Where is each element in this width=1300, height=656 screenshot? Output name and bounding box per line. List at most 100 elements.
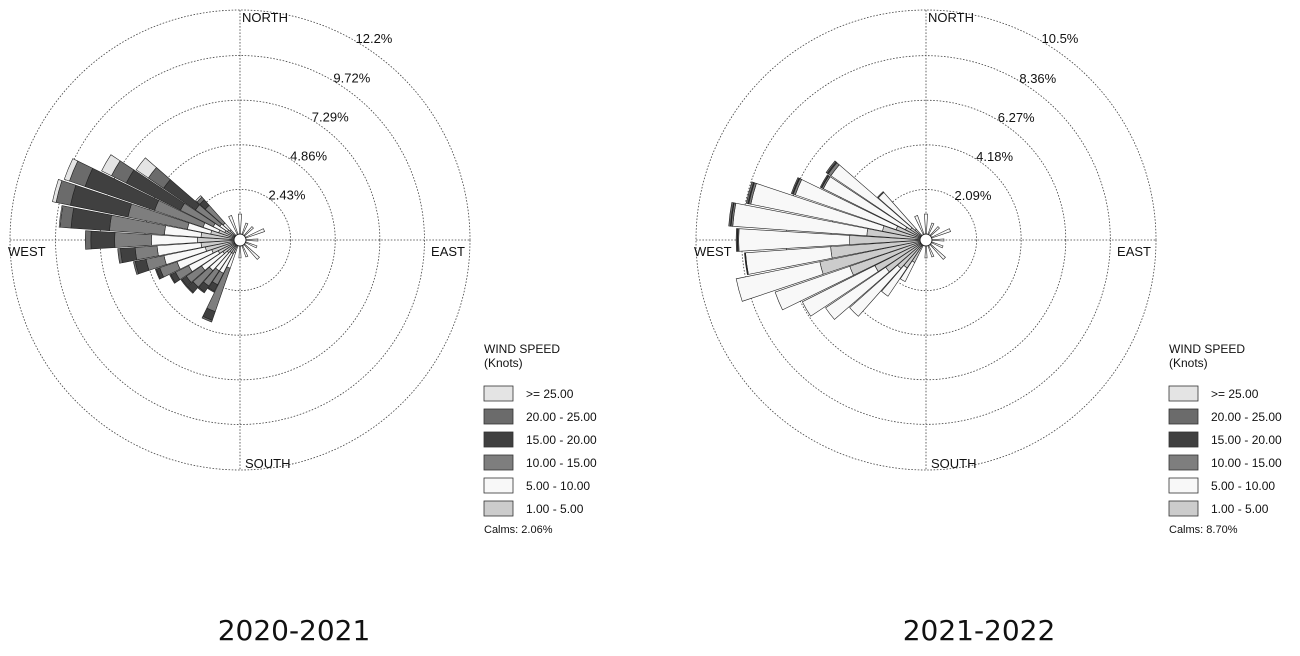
calm-circle	[233, 233, 247, 247]
compass-east-label: EAST	[1117, 244, 1151, 259]
legend-swatch-6	[1168, 500, 1199, 517]
petal-285-5	[52, 179, 63, 203]
ring-label-5: 12.2%	[356, 31, 393, 46]
light-petal-180	[924, 245, 928, 259]
petal-262.5-3	[120, 247, 138, 264]
ring-5	[9, 9, 471, 471]
compass-east-label: EAST	[431, 244, 465, 259]
ring-label-4: 9.72%	[333, 71, 370, 86]
ring-label-4: 8.36%	[1019, 71, 1056, 86]
petal-277.5-5	[58, 205, 64, 228]
wind-rose-1: 2.43% 4.86% 7.29% 9.72% 12.2% NORTH SOUTH WEST E…	[8, 9, 597, 536]
petal-247.5-4	[154, 268, 161, 280]
legend-subtitle: (Knots)	[1169, 356, 1208, 370]
ring-1	[875, 189, 977, 291]
legend-swatch-1	[1168, 385, 1199, 402]
compass-south-label: SOUTH	[931, 456, 977, 471]
wind-rose-2: 2.09% 4.18% 6.27% 8.36% 10.5% NORTH SOUTH WEST E…	[694, 9, 1282, 536]
petal-270-4	[84, 230, 92, 250]
legend-swatch-3	[1168, 431, 1199, 448]
calms-label: Calms: 8.70%	[1169, 524, 1238, 536]
legend-label-5: 5.00 - 10.00	[526, 479, 590, 493]
legend-label-1: >= 25.00	[1211, 387, 1259, 401]
ring-label-1: 2.43%	[269, 188, 306, 203]
calms-label: Calms: 2.06%	[484, 524, 553, 536]
legend-swatch-2	[483, 408, 514, 425]
legend-swatch-6	[483, 500, 514, 517]
petal-270-2	[114, 232, 152, 248]
petal-255-1	[735, 261, 824, 302]
petal-247.5-1	[774, 265, 854, 311]
legend: WIND SPEED(Knots) >= 25.00 20.00 - 25.00 15…	[483, 342, 597, 536]
compass-north-label: NORTH	[242, 10, 288, 25]
legend-label-2: 20.00 - 25.00	[526, 410, 597, 424]
legend-label-4: 10.00 - 15.00	[1211, 456, 1282, 470]
petal-217.5-1	[881, 265, 908, 297]
ring-label-2: 4.18%	[976, 149, 1013, 164]
petal-262.5-4	[117, 248, 123, 264]
petal-210-4	[207, 287, 215, 293]
legend-label-6: 1.00 - 5.00	[526, 502, 584, 516]
petal-232.5-4	[180, 278, 188, 288]
calm-circle	[919, 233, 933, 247]
petal-300-5	[101, 154, 121, 177]
petal-285-4	[745, 181, 754, 204]
light-petal-0	[238, 213, 242, 235]
light-petal-180	[238, 245, 242, 259]
petal-270-3	[90, 230, 116, 250]
petal-277.5-4	[728, 202, 734, 227]
legend-swatch-3	[483, 431, 514, 448]
ring-label-3: 7.29%	[312, 110, 349, 125]
ring-label-1: 2.09%	[955, 188, 992, 203]
legend-label-6: 1.00 - 5.00	[1211, 502, 1269, 516]
petal-315-5	[195, 195, 203, 203]
petal-225-1	[849, 264, 902, 317]
petal-262.5-4	[744, 252, 749, 275]
petal-307.5-4	[825, 160, 837, 174]
petal-292.5-4	[790, 177, 800, 195]
light-petal-90	[931, 238, 945, 242]
legend-label-1: >= 25.00	[526, 387, 574, 401]
legend-swatch-2	[1168, 408, 1199, 425]
ring-label-3: 6.27%	[998, 110, 1035, 125]
legend-title: WIND SPEED	[484, 342, 560, 356]
ring-label-5: 10.5%	[1042, 31, 1079, 46]
legend-label-4: 10.00 - 15.00	[526, 456, 597, 470]
compass-south-label: SOUTH	[245, 456, 291, 471]
panel-caption-2020-2021: 2020-2021	[217, 614, 371, 647]
light-petal-67.5	[931, 228, 951, 239]
petal-292.5-5	[63, 158, 79, 182]
panel-caption-2021-2022: 2021-2022	[902, 614, 1056, 647]
petal-307.5-5	[135, 157, 157, 179]
compass-west-label: WEST	[694, 244, 732, 259]
legend-swatch-1	[483, 385, 514, 402]
legend-label-3: 15.00 - 20.00	[1211, 433, 1282, 447]
compass-west-label: WEST	[8, 244, 46, 259]
legend-label-2: 20.00 - 25.00	[1211, 410, 1282, 424]
light-petal-0	[924, 213, 928, 235]
legend: WIND SPEED(Knots) >= 25.00 20.00 - 25.00 15…	[1168, 342, 1282, 536]
petal-217.5-4	[197, 287, 206, 294]
petal-315-2	[877, 191, 885, 199]
light-petal-67.5	[245, 228, 265, 239]
petal-202.5-4	[201, 315, 213, 323]
legend-swatch-5	[1168, 477, 1199, 494]
ring-label-2: 4.86%	[290, 149, 327, 164]
petal-300-4	[819, 174, 829, 189]
legend-swatch-5	[483, 477, 514, 494]
petal-232.5-1	[825, 266, 890, 320]
petal-255-4	[133, 261, 139, 275]
light-petal-90	[245, 238, 259, 242]
ring-1	[188, 188, 292, 292]
legend-title: WIND SPEED	[1169, 342, 1245, 356]
legend-swatch-4	[483, 454, 514, 471]
legend-label-3: 15.00 - 20.00	[526, 433, 597, 447]
ring-4	[55, 55, 425, 425]
petal-210-1	[899, 260, 916, 283]
petal-270-4	[735, 228, 738, 252]
ring-5	[695, 9, 1157, 471]
legend-swatch-4	[1168, 454, 1199, 471]
petal-240-1	[801, 265, 879, 317]
petal-225-4	[186, 286, 194, 294]
